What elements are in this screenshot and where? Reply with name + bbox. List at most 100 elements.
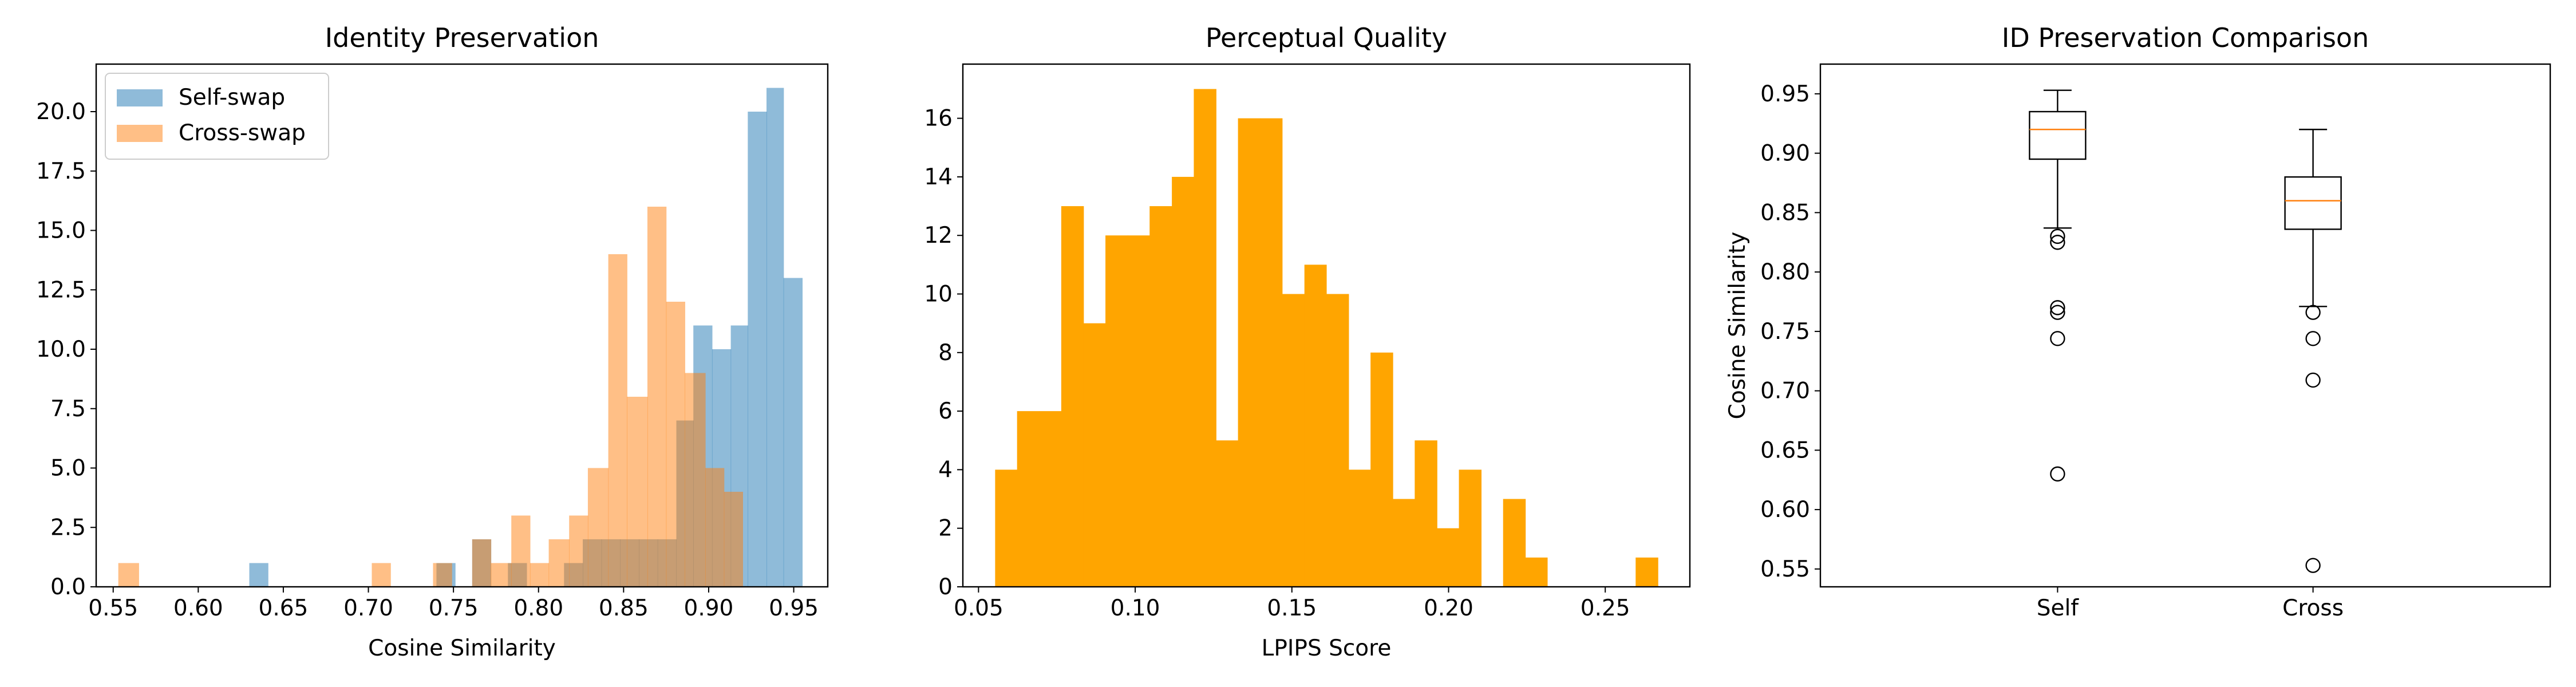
histogram-bar xyxy=(1282,294,1305,587)
y-tick-label: 2.5 xyxy=(50,515,86,540)
histogram-bar xyxy=(647,207,667,587)
histogram-bar xyxy=(748,112,767,587)
axes-frame xyxy=(1819,63,2551,588)
x-axis-label: Cosine Similarity xyxy=(368,635,556,661)
y-tick-label: 0.65 xyxy=(1760,437,1810,463)
y-tick-label: 10.0 xyxy=(36,337,86,362)
histogram-bar xyxy=(1437,528,1460,587)
y-tick-label: 10 xyxy=(924,282,953,307)
x-tick-label: 0.25 xyxy=(1581,595,1630,621)
x-tick-label: 0.80 xyxy=(513,595,563,621)
box-iqr xyxy=(2029,110,2087,160)
x-tick-label: 0.60 xyxy=(173,595,223,621)
x-tick-label: 0.70 xyxy=(343,595,393,621)
histogram-bar xyxy=(1017,411,1040,587)
x-tick-label: 0.95 xyxy=(769,595,819,621)
histogram-bar xyxy=(491,563,512,587)
x-tick-label: 0.10 xyxy=(1111,595,1160,621)
y-tick-label: 4 xyxy=(938,457,953,483)
outlier-point xyxy=(2305,372,2321,388)
histogram-bar xyxy=(249,563,268,587)
histogram-bar xyxy=(666,302,685,587)
y-tick-label: 8 xyxy=(938,340,953,366)
x-tick-label: 0.90 xyxy=(684,595,734,621)
histogram-bar xyxy=(1370,352,1393,587)
y-tick-label: 0 xyxy=(938,574,953,600)
chart-title: ID Preservation Comparison xyxy=(2002,22,2369,53)
histogram-bar xyxy=(569,515,588,587)
histogram-bar xyxy=(1260,118,1283,587)
y-tick-label: 0.70 xyxy=(1760,378,1810,404)
axes-frame xyxy=(962,63,1691,588)
x-tick-label: 0.15 xyxy=(1267,595,1317,621)
histogram-bar xyxy=(1503,499,1526,587)
y-tick-label: 0.55 xyxy=(1760,556,1810,582)
outlier-point xyxy=(2050,305,2065,320)
legend-label: Self-swap xyxy=(179,85,285,110)
legend-swatch xyxy=(117,89,163,106)
histogram-bar xyxy=(1172,176,1195,587)
x-axis-label: LPIPS Score xyxy=(1262,635,1392,661)
y-tick-label: 2 xyxy=(938,516,953,542)
x-tick-label: Self xyxy=(2037,595,2080,621)
x-tick-label: 0.65 xyxy=(259,595,309,621)
histogram-bar xyxy=(1348,469,1371,587)
histogram-bar xyxy=(1459,469,1482,587)
histogram-bar xyxy=(1415,440,1437,587)
histogram-bar xyxy=(1238,118,1261,587)
histogram-bar xyxy=(1393,499,1415,587)
y-tick-label: 16 xyxy=(924,106,953,132)
box-iqr xyxy=(2284,176,2342,230)
y-tick-label: 5.0 xyxy=(50,456,86,481)
y-tick-label: 17.5 xyxy=(36,159,86,184)
y-tick-label: 7.5 xyxy=(50,396,86,422)
id-preservation-comparison-panel: Self Cross 0.55 0.60 0.65 0.70 0.75 0.80 0.85 0.9… xyxy=(1725,22,2551,621)
histogram-bar xyxy=(372,563,391,587)
histogram-bar xyxy=(767,88,784,587)
histogram-bar xyxy=(1635,557,1658,587)
x-tick-label: Cross xyxy=(2282,595,2344,621)
histogram-bar xyxy=(1149,206,1172,587)
y-tick-label: 0.95 xyxy=(1760,81,1810,107)
outlier-point xyxy=(2050,466,2065,482)
histogram-bar xyxy=(1083,323,1106,587)
histogram-bar xyxy=(1061,206,1084,587)
histogram-bar xyxy=(1127,235,1150,587)
y-tick-label: 0.75 xyxy=(1760,319,1810,345)
histogram-bar xyxy=(118,563,139,587)
histogram-bar xyxy=(1216,440,1239,587)
outlier-point xyxy=(2305,331,2321,346)
y-tick-label: 0.60 xyxy=(1760,497,1810,523)
histogram-bar xyxy=(1304,264,1327,587)
histogram-bar xyxy=(995,469,1018,587)
histogram-bar xyxy=(685,373,706,587)
y-tick-label: 6 xyxy=(938,398,953,424)
histogram-bar xyxy=(705,468,725,587)
histogram-bar xyxy=(587,468,609,587)
y-tick-label: 0.90 xyxy=(1760,141,1810,167)
histogram-bar xyxy=(433,563,452,587)
y-tick-label: 0.85 xyxy=(1760,200,1810,226)
histogram-bar xyxy=(1194,89,1216,587)
outlier-point xyxy=(2050,235,2065,250)
x-tick-label: 0.55 xyxy=(88,595,138,621)
axes-frame xyxy=(95,63,829,588)
histogram-bar xyxy=(472,539,492,587)
x-tick-label: 0.20 xyxy=(1424,595,1473,621)
histogram-bar xyxy=(511,515,531,587)
outlier-point xyxy=(2050,300,2065,315)
y-tick-label: 14 xyxy=(924,164,953,190)
y-tick-label: 0.80 xyxy=(1760,259,1810,285)
y-tick-label: 12 xyxy=(924,223,953,248)
histogram-bar xyxy=(1039,411,1062,587)
y-tick-label: 15.0 xyxy=(36,218,86,244)
y-axis-label: Cosine Similarity xyxy=(1725,232,1751,420)
y-tick-label: 20.0 xyxy=(36,99,86,125)
histogram-bar xyxy=(1105,235,1128,587)
outlier-point xyxy=(2050,331,2065,346)
legend-swatch xyxy=(117,125,163,142)
chart-title: Perceptual Quality xyxy=(1206,22,1447,53)
x-tick-label: 0.75 xyxy=(429,595,479,621)
histogram-bar xyxy=(1326,294,1349,587)
